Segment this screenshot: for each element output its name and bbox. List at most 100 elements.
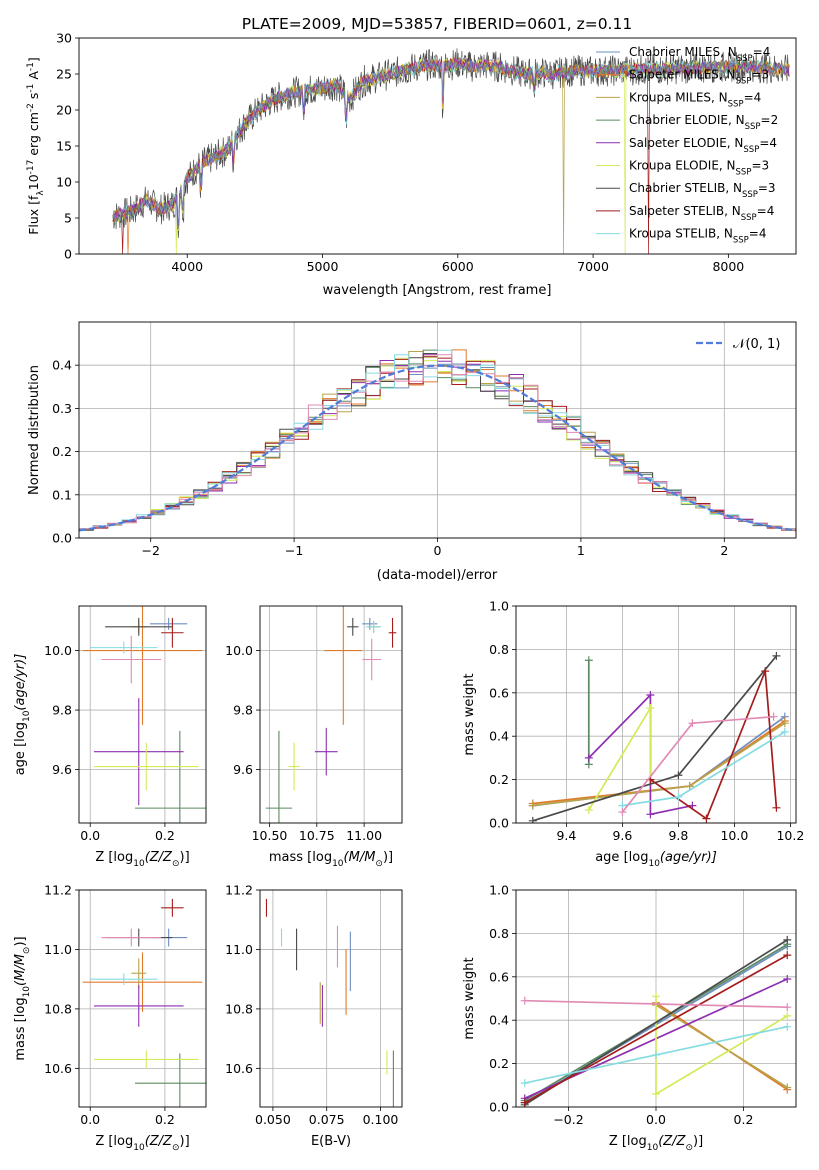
y-tick-label: 5 (64, 211, 72, 226)
spectrum-line-SE (112, 57, 790, 230)
label-part: SSP (736, 168, 752, 178)
label-part: =4 (749, 227, 767, 241)
y-tick-label: 0.2 (489, 772, 509, 787)
series-line-KM (655, 1004, 788, 1089)
point-marker-pinkExtra (783, 1003, 792, 1012)
y-tick-label: 0.4 (489, 729, 509, 744)
label-part: (Z/Z (145, 1134, 173, 1149)
legend-label-KE: Kroupa ELODIE, NSSP=3 (629, 159, 769, 178)
label-part: ⊙ (685, 1143, 693, 1153)
series-line-pinkExtra (621, 715, 774, 813)
plot-area (265, 898, 394, 1107)
x-tick-label: 9.4 (556, 828, 576, 843)
y-tick-label: 1.0 (489, 883, 509, 898)
spectrum-line-SS (112, 58, 790, 254)
mass-vs-metallicity-panel: Z [log10(Z/Z⊙)]mass [log10(M/M⊙)]0.0 0.21… (13, 883, 207, 1153)
normal-curve (79, 364, 796, 532)
label-part: age [log (595, 850, 648, 865)
errorbar-SS (388, 617, 397, 648)
legend-label-normal: 𝒩(0, 1) (733, 337, 780, 352)
point-marker-KS (652, 1050, 660, 1059)
point-marker-CS (783, 935, 792, 944)
label-part: )] (180, 850, 190, 865)
point-marker-KS (520, 1079, 529, 1088)
point-marker-pinkExtra (769, 712, 778, 721)
label-part: Z [log (95, 1134, 133, 1149)
x-tick-label: 10.2 (776, 828, 804, 843)
y-tick-label: 10 (56, 175, 72, 190)
x-tick-label: 9.8 (668, 828, 688, 843)
label-part: -1 (26, 84, 36, 93)
spectrum-panel: PLATE=2009, MJD=53857, FIBERID=0601, z=0… (26, 15, 797, 298)
label-part: s (26, 93, 41, 104)
y-tick-label: 10.6 (44, 1061, 72, 1076)
label-part: )] (180, 1134, 190, 1149)
point-marker-KS (783, 1022, 792, 1031)
y-tick-label: 0.4 (52, 358, 72, 373)
x-tick-label: 6000 (442, 259, 474, 274)
x-tick-label: 0.0 (80, 828, 100, 843)
label-part: mass [log (13, 997, 28, 1060)
errorbar-CS (347, 617, 359, 636)
series-line-SS (524, 954, 788, 1104)
errorbar-SS (161, 617, 184, 648)
weight-vs-metallicity-panel: Z [log10(Z/Z⊙)] mass weight −0.2 0.0 0.2 0.0 0… (462, 883, 797, 1153)
x-tick-label: 9.6 (612, 828, 632, 843)
point-marker-CS (772, 651, 781, 660)
legend-label-SM: Salpeter MILES, NSSP=3 (629, 68, 769, 87)
label-part: ⊙ (172, 859, 180, 869)
plot-area (79, 349, 796, 532)
point-marker-CE (584, 656, 593, 665)
point-marker-KM (780, 719, 789, 728)
axis-label: age [log10(age/yr)] (595, 850, 717, 869)
axes-frame (78, 605, 207, 824)
label-part: )] (693, 1134, 703, 1149)
label-part: (age/yr)] (660, 850, 717, 865)
label-part: Salpeter STELIB, N (629, 204, 741, 218)
point-marker-pinkExtra (520, 996, 529, 1005)
label-part: 10 (22, 710, 32, 722)
label-part: Chabrier STELIB, N (629, 181, 742, 195)
plot-area (520, 935, 792, 1107)
errorbar-KE (93, 742, 199, 791)
y-tick-label: 0.6 (489, 969, 509, 984)
label-part: =4 (759, 136, 777, 150)
point-marker-KE (584, 805, 593, 814)
y-tick-label: 10.0 (44, 643, 72, 658)
point-marker-SS (761, 667, 770, 676)
label-part: Kroupa MILES, N (629, 90, 728, 104)
label-part: E(B-V) (311, 1134, 351, 1149)
errorbar-SE (93, 985, 184, 1027)
label-part: 10 (26, 174, 41, 190)
errorbar-KE (288, 742, 300, 791)
y-tick-label: 11.0 (44, 942, 72, 957)
point-marker-KS (674, 792, 683, 801)
label-part: =4 (753, 45, 771, 59)
label-part: 10 (648, 859, 660, 869)
label-part: (Z/Z (145, 850, 173, 865)
point-marker-SS (772, 803, 781, 812)
errorbar-CE (135, 730, 206, 823)
label-part: 10 (133, 1143, 145, 1153)
y-tick-label: 1.0 (489, 599, 509, 614)
plot-area (528, 651, 789, 823)
point-marker-KM (685, 782, 694, 791)
label-part: -17 (26, 160, 36, 175)
x-tick-label: −2 (141, 543, 159, 558)
label-part: (age/yr)] (13, 654, 28, 711)
label-part: =4 (757, 204, 775, 218)
x-tick-label: 0.075 (309, 1112, 345, 1127)
y-tick-label: 10.8 (44, 1001, 72, 1016)
x-tick-label: 10.0 (720, 828, 748, 843)
errorbar-SM (82, 952, 203, 1012)
point-marker-SE (646, 690, 655, 699)
y-tick-label: 10.6 (225, 1061, 253, 1076)
plot-area (112, 48, 790, 254)
y-tick-label: 30 (56, 31, 72, 46)
legend-label-CS: Chabrier STELIB, NSSP=3 (629, 181, 776, 200)
label-part: SSP (737, 54, 753, 64)
point-marker-KE (646, 703, 655, 712)
x-tick-label: −0.2 (553, 1112, 583, 1127)
y-tick-label: 0.2 (52, 444, 72, 459)
